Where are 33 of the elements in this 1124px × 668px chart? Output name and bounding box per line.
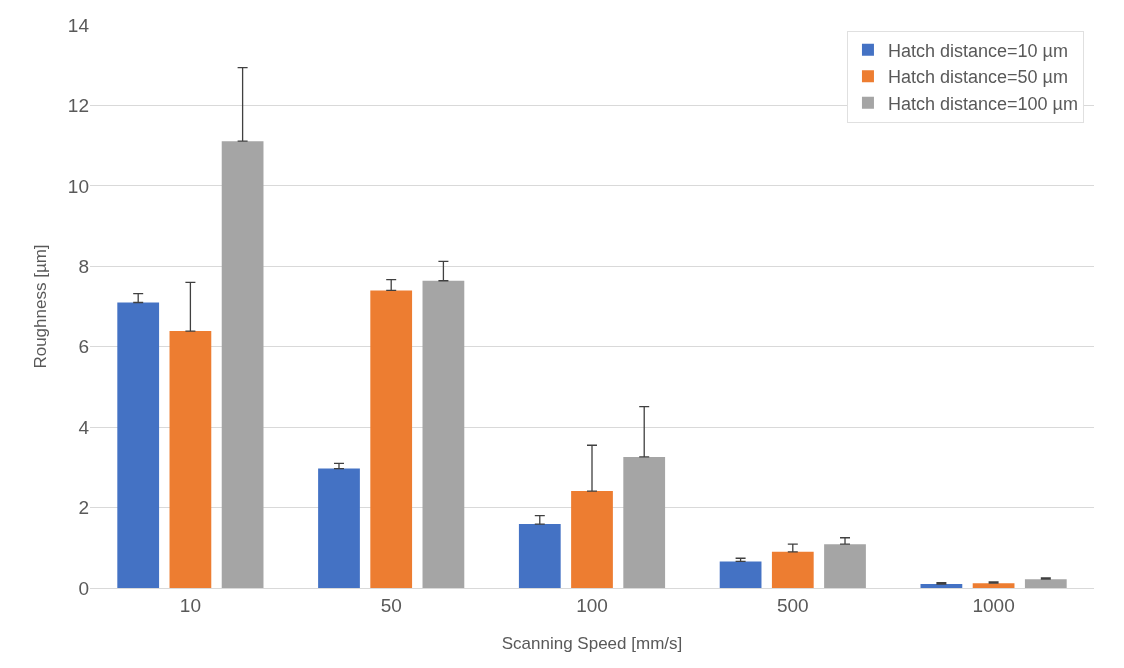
x-tick-label: 10 [179,594,201,616]
x-tick-label: 1000 [972,594,1015,616]
y-tick-label: 14 [67,14,90,36]
x-axis-title: Scanning Speed [mm/s] [501,634,683,653]
bar [719,561,762,588]
y-axis-title: Roughness [µm] [31,244,50,369]
x-tick-label: 50 [380,594,402,616]
bar [117,302,160,588]
bar [221,141,264,588]
y-tick-label: 0 [78,577,89,599]
bar [169,331,212,588]
x-tick-label: 500 [776,594,809,616]
bar [920,583,963,588]
bar [771,551,814,588]
bar [518,524,561,588]
y-tick-label: 6 [78,336,89,358]
bar [571,491,613,588]
y-tick-label: 8 [78,255,89,277]
x-tick-label: 100 [576,594,608,616]
bar [422,280,465,588]
bar [1024,579,1067,588]
y-tick-label: 2 [78,497,89,519]
bar [318,468,360,588]
bar [623,456,666,588]
y-tick-label: 10 [67,175,89,197]
legend-label: Hatch distance=100 µm [887,93,1078,114]
bar [370,290,413,588]
bar [824,544,866,588]
y-tick-label: 4 [78,416,90,438]
legend-label: Hatch distance=10 µm [887,40,1068,61]
bar [972,583,1015,588]
legend-label: Hatch distance=50 µm [887,67,1068,88]
y-tick-label: 12 [67,95,89,117]
